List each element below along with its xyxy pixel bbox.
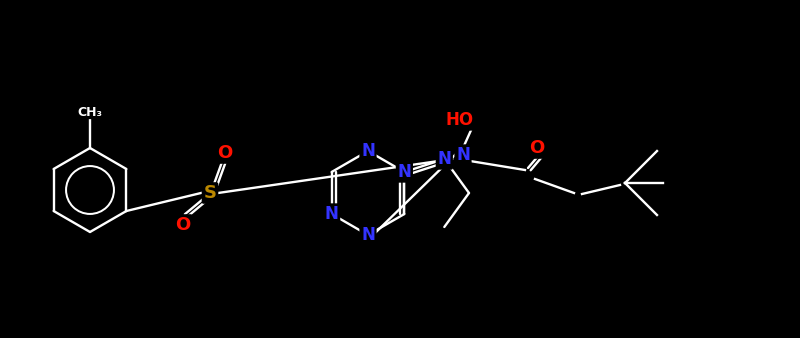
Text: N: N	[361, 142, 375, 160]
Text: S: S	[203, 184, 217, 202]
Text: O: O	[175, 216, 190, 234]
Text: N: N	[456, 146, 470, 164]
Text: HO: HO	[446, 111, 474, 129]
Text: N: N	[438, 150, 451, 168]
Text: N: N	[361, 226, 375, 244]
Text: O: O	[530, 139, 545, 157]
Text: CH₃: CH₃	[78, 105, 102, 119]
Text: N: N	[325, 205, 338, 223]
Text: N: N	[398, 163, 411, 181]
Text: O: O	[218, 144, 233, 162]
